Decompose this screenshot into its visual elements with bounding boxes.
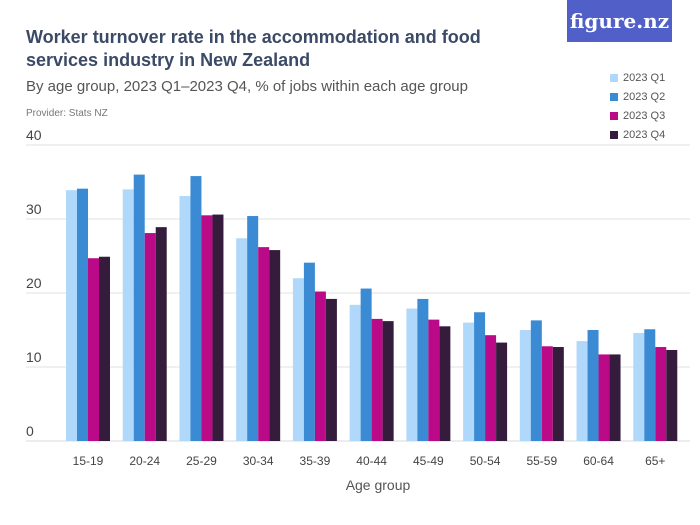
- bar: [144, 233, 156, 441]
- x-tick-label: 35-39: [300, 454, 331, 468]
- bar: [496, 342, 508, 441]
- y-tick-label: 10: [26, 349, 42, 365]
- legend-label: 2023 Q1: [623, 71, 666, 84]
- bar: [349, 304, 361, 441]
- bar: [371, 318, 383, 441]
- chart-title: Worker turnover rate in the accommodatio…: [26, 27, 481, 70]
- bar: [463, 322, 475, 441]
- bar: [633, 332, 645, 441]
- x-tick-label: 15-19: [73, 454, 104, 468]
- bar: [247, 216, 259, 441]
- bar: [77, 188, 88, 441]
- y-tick-label: 0: [26, 423, 34, 439]
- bar: [179, 196, 191, 441]
- x-tick-label: 40-44: [356, 454, 387, 468]
- bar: [519, 330, 531, 441]
- legend-item: 2023 Q2: [610, 87, 665, 106]
- x-tick-label: 55-59: [526, 454, 557, 468]
- y-tick-label: 20: [26, 275, 42, 291]
- bar: [541, 346, 553, 441]
- bar: [190, 176, 202, 441]
- bar: [485, 335, 497, 441]
- legend-swatch: [610, 92, 618, 101]
- bar: [406, 308, 418, 441]
- x-tick-label: 60-64: [583, 454, 614, 468]
- legend-label: 2023 Q2: [623, 90, 666, 103]
- bar: [666, 349, 678, 441]
- bar: [236, 238, 248, 441]
- x-tick-label: 65+: [645, 454, 665, 468]
- bar: [417, 298, 429, 441]
- x-tick-label: 45-49: [413, 454, 444, 468]
- bar: [598, 354, 610, 441]
- bar: [88, 258, 99, 441]
- legend-item: 2023 Q1: [610, 68, 665, 87]
- bar: [360, 288, 372, 441]
- bar: [439, 326, 451, 441]
- bar: [587, 330, 599, 441]
- legend-item: 2023 Q3: [610, 106, 665, 125]
- bar: [609, 354, 621, 441]
- provider: Provider: Stats NZ: [26, 108, 108, 119]
- bar: [122, 189, 134, 441]
- bar: [66, 190, 77, 441]
- bar: [530, 320, 542, 441]
- bar: [303, 262, 315, 441]
- x-axis-label: Age group: [346, 477, 411, 493]
- bar: [552, 347, 564, 441]
- bar: [212, 214, 224, 441]
- x-tick-label: 50-54: [470, 454, 501, 468]
- legend-item: 2023 Q4: [610, 125, 665, 144]
- y-tick-label: 40: [26, 127, 42, 143]
- bar: [428, 319, 440, 441]
- bar: [576, 341, 588, 441]
- bar: [155, 227, 167, 441]
- legend-swatch: [610, 130, 618, 139]
- bar: [269, 250, 281, 441]
- figure-nz-logo[interactable]: figure.nz: [567, 0, 672, 42]
- legend-swatch: [610, 111, 618, 120]
- legend-label: 2023 Q4: [623, 128, 666, 141]
- x-tick-label: 30-34: [243, 454, 274, 468]
- y-tick-label: 30: [26, 201, 42, 217]
- legend-swatch: [610, 73, 618, 82]
- bar: [382, 321, 394, 441]
- legend-label: 2023 Q3: [623, 109, 666, 122]
- bar: [644, 329, 656, 441]
- bar: [325, 298, 337, 441]
- legend: 2023 Q1 2023 Q2 2023 Q3 2023 Q4: [610, 68, 665, 144]
- bar: [655, 347, 667, 441]
- bar: [292, 278, 304, 441]
- bar: [314, 291, 326, 441]
- bar: [258, 247, 270, 441]
- chart-subtitle: By age group, 2023 Q1–2023 Q4, % of jobs…: [26, 78, 468, 95]
- x-tick-label: 25-29: [186, 454, 217, 468]
- bar: [99, 256, 110, 441]
- bar: [201, 215, 213, 441]
- bar: [133, 174, 145, 441]
- bar: [474, 312, 486, 441]
- x-tick-label: 20-24: [129, 454, 160, 468]
